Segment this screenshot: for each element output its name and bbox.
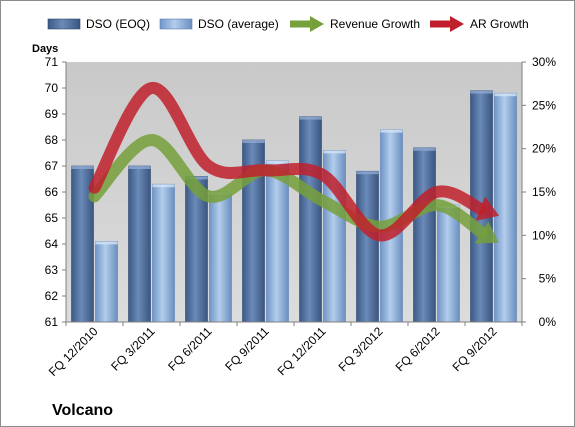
bar-cap-dso-average [380,129,403,133]
bar-cap-dso-eoq [185,176,208,180]
y-tick-label: 62 [45,289,59,303]
y-axis-title: Days [32,43,58,55]
bar-cap-dso-eoq [413,147,436,151]
bar-cap-dso-average [494,93,517,97]
legend-arrowhead-revenue-growth [310,16,324,32]
x-tick-label: FQ 12/2011 [275,324,329,378]
y-tick-label: 70 [45,81,59,95]
bar-dso-average [209,191,232,323]
bar-dso-eoq [299,116,322,323]
bar-cap-dso-eoq [242,140,265,143]
y-tick-label: 71 [45,55,59,69]
legend: DSO (EOQ) DSO (average) Revenue Growth AR G… [47,16,529,32]
y-tick-label: 66 [45,185,59,199]
x-tick-label: FQ 6/2011 [165,324,215,374]
bar-cap-dso-average [95,241,118,245]
bar-marks [71,90,517,323]
x-tick-label: FQ 12/2010 [46,324,101,379]
x-tick-label: FQ 6/2012 [393,324,443,374]
line-ar-growth [88,82,487,242]
legend-arrowhead-ar-growth [450,16,464,32]
bar-cap-dso-eoq [356,171,379,175]
legend-swatch-dso-average [159,18,193,30]
legend-label-dso-eoq: DSO (EOQ) [86,17,150,31]
y2-tick-label: 30% [532,55,556,69]
bar-dso-average [266,160,289,323]
y-tick-label: 69 [45,107,59,121]
y2-tick-label: 10% [532,228,556,242]
line-marks [88,82,500,244]
y2-tick-label: 5% [539,272,557,286]
legend-label-dso-average: DSO (average) [198,17,279,31]
bar-cap-dso-eoq [128,166,151,169]
y-tick-label: 67 [45,159,59,173]
x-tick-label: FQ 9/2011 [222,324,272,374]
y2-tick-label: 0% [539,315,557,329]
y2-tick-label: 15% [532,185,556,199]
bar-dso-average [95,241,118,323]
bar-cap-dso-average [266,160,289,164]
legend-swatch-dso-eoq [47,18,81,30]
y2-tick-label: 25% [532,98,556,112]
bar-cap-dso-eoq [71,166,94,169]
legend-label-revenue-growth: Revenue Growth [330,17,420,31]
x-tick-label: FQ 9/2012 [450,324,500,374]
x-tick-label: FQ 3/2012 [336,324,386,374]
arrowhead-ar-growth [475,196,500,221]
bar-cap-dso-eoq [470,90,493,94]
bar-dso-average [494,92,517,323]
y-tick-label: 61 [45,315,59,329]
bar-dso-eoq [128,165,151,323]
legend-label-ar-growth: AR Growth [470,17,529,31]
bar-cap-dso-average [323,150,346,154]
y-tick-label: 63 [45,263,59,277]
y-tick-label: 68 [45,133,59,147]
y2-tick-label: 20% [532,142,556,156]
bar-cap-dso-eoq [299,116,322,120]
y-tick-label: 64 [45,237,59,251]
company-name: Volcano [52,402,113,419]
x-tick-label: FQ 3/2011 [108,324,158,374]
bar-dso-average [152,183,175,323]
y-tick-label: 65 [45,211,59,225]
bar-dso-average [437,204,460,323]
bar-dso-eoq [413,147,436,323]
bar-cap-dso-average [152,184,175,188]
bar-dso-eoq [356,170,379,323]
arrowhead-revenue-growth [474,221,499,244]
